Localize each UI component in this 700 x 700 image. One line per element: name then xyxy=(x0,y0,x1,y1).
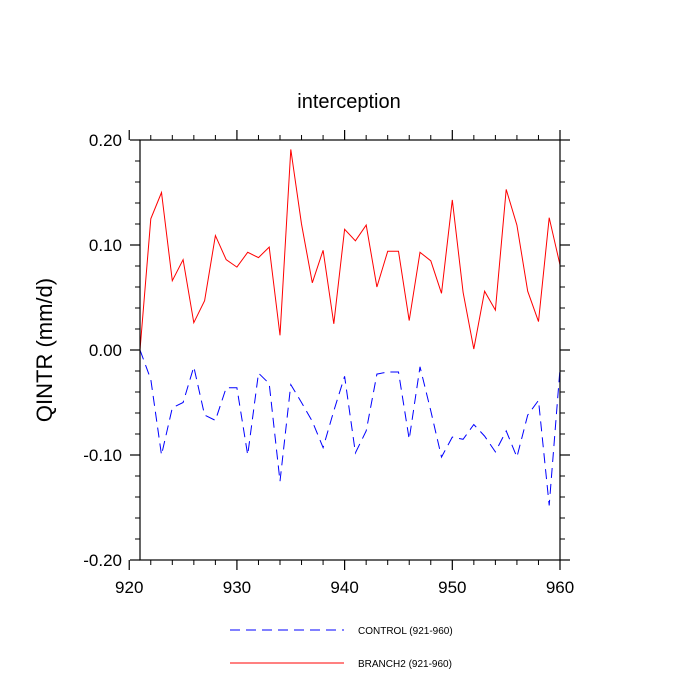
series-line-control xyxy=(139,349,561,506)
y-tick-labels: 0.20 0.10 0.00 -0.10 -0.20 xyxy=(83,131,122,570)
y-tick-label: -0.20 xyxy=(83,551,122,570)
plot-frame xyxy=(139,139,561,561)
x-tick-label: 960 xyxy=(546,578,574,597)
y-tick-label: 0.20 xyxy=(89,131,122,150)
y-axis-label: QINTR (mm/d) xyxy=(32,278,57,422)
x-tick-label: 920 xyxy=(115,578,143,597)
legend-label: CONTROL (921-960) xyxy=(358,626,453,637)
series-lines xyxy=(139,149,561,506)
x-tick-label: 940 xyxy=(330,578,358,597)
y-tick-label: -0.10 xyxy=(83,446,122,465)
chart-title: interception xyxy=(297,91,400,113)
x-tick-labels: 920 930 940 950 960 xyxy=(115,578,574,597)
x-minor-ticks xyxy=(150,135,539,565)
y-tick-label: 0.10 xyxy=(89,236,122,255)
y-tick-label: 0.00 xyxy=(89,341,122,360)
y-minor-ticks xyxy=(135,160,565,540)
x-major-ticks xyxy=(128,130,561,570)
legend: CONTROL (921-960) BRANCH2 (921-960) xyxy=(230,626,453,670)
y-major-ticks xyxy=(130,139,570,561)
x-tick-label: 950 xyxy=(438,578,466,597)
legend-label: BRANCH2 (921-960) xyxy=(358,659,452,670)
series-line-branch2 xyxy=(139,149,561,351)
x-tick-label: 930 xyxy=(223,578,251,597)
